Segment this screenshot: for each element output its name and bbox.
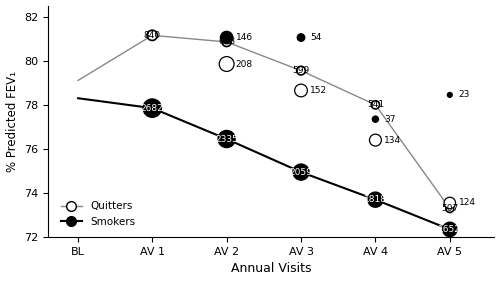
Text: 146: 146 (236, 33, 252, 42)
Text: 507: 507 (441, 204, 458, 213)
Text: 599: 599 (292, 66, 310, 75)
Point (297, 88, 305, 93)
Text: 54: 54 (310, 33, 322, 42)
Point (148, 33, 156, 38)
Text: 840: 840 (144, 31, 161, 40)
Y-axis label: % Predicted FEV₁: % Predicted FEV₁ (6, 71, 18, 172)
Point (297, 35, 305, 40)
Point (446, 227, 454, 232)
Text: 124: 124 (458, 198, 475, 207)
Text: 1652: 1652 (438, 225, 461, 234)
Point (222, 40, 230, 44)
Point (372, 198, 380, 202)
Text: 37: 37 (384, 115, 396, 124)
Text: 2335: 2335 (215, 135, 238, 144)
Point (446, 201, 454, 205)
Point (446, 206, 454, 211)
Point (372, 103, 380, 107)
Text: 2059: 2059 (290, 167, 312, 176)
Text: 208: 208 (236, 60, 252, 69)
Point (297, 68, 305, 73)
Point (297, 170, 305, 174)
Text: 541: 541 (367, 100, 384, 109)
Text: 673: 673 (218, 37, 236, 46)
Point (446, 93, 454, 97)
Text: 1818: 1818 (364, 195, 387, 204)
Legend: Quitters, Smokers: Quitters, Smokers (58, 198, 138, 230)
Point (372, 138, 380, 142)
Point (222, 137, 230, 141)
Point (148, 106, 156, 110)
Text: 152: 152 (310, 86, 327, 95)
Point (222, 62, 230, 66)
Text: 2682: 2682 (141, 104, 164, 113)
Text: 134: 134 (384, 136, 402, 145)
Point (222, 35, 230, 40)
X-axis label: Annual Visits: Annual Visits (231, 262, 312, 275)
Point (372, 117, 380, 121)
Text: 23: 23 (458, 90, 470, 99)
